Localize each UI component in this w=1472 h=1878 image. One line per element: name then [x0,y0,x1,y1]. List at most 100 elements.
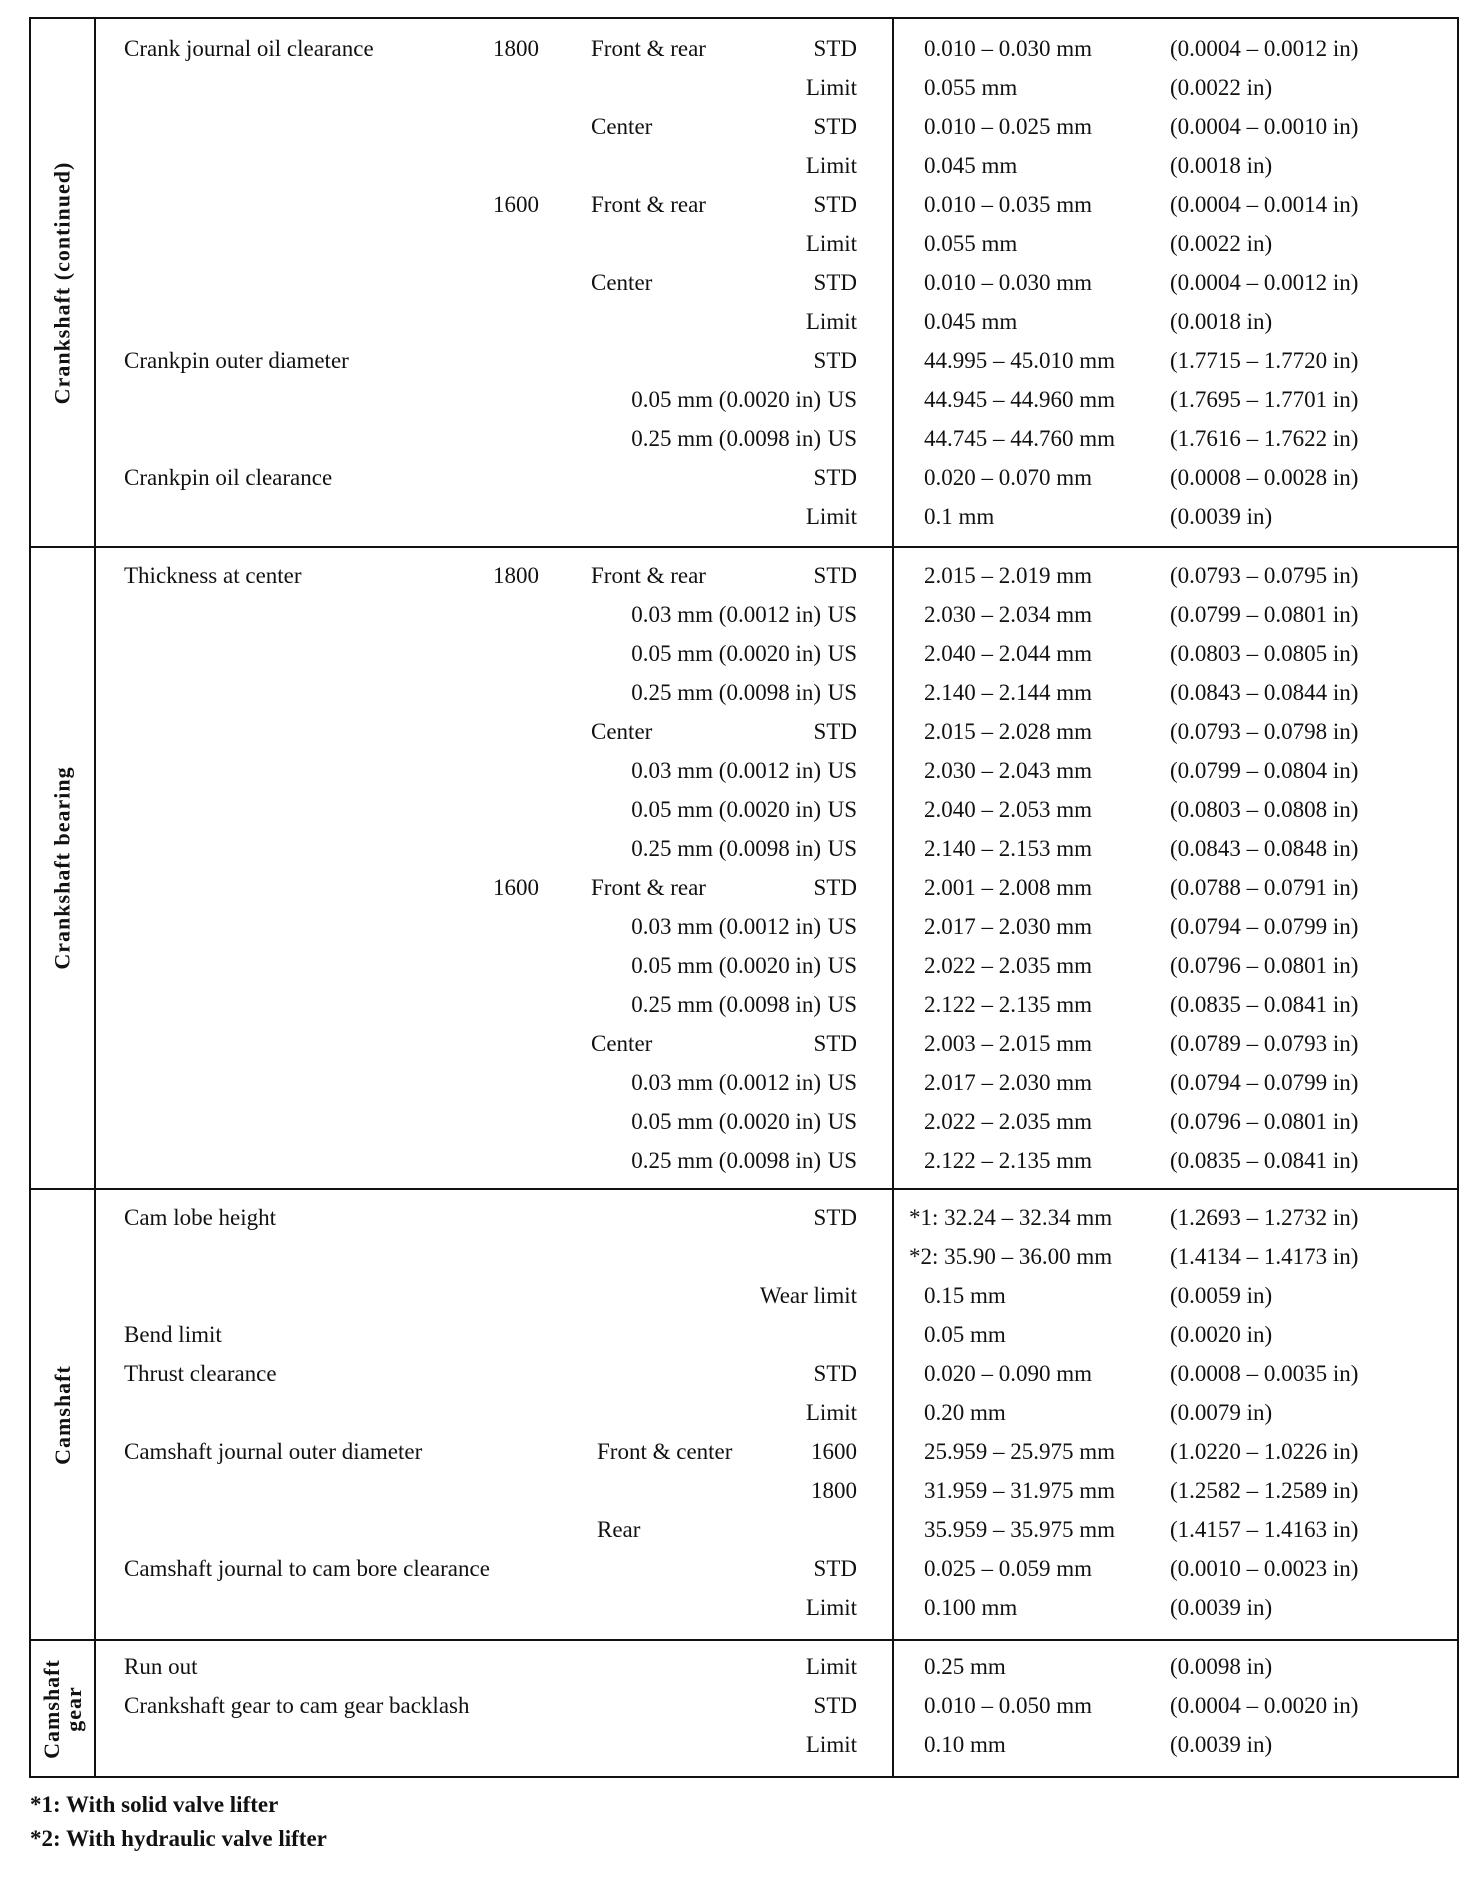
value-in: (0.0788 – 0.0791 in) [1170,875,1359,900]
table-row: Crankpin outer diameter STD 44.995 – 45.01… [31,341,1457,380]
section-camshaft-gear: Camshaft gear Run out Limit 0.25 mm (0.0098 … [31,1639,1457,1776]
table-row: Limit 0.10 mm (0.0039 in) [31,1725,1457,1764]
value-in: (0.0799 – 0.0801 in) [1170,602,1359,627]
spec-type: Limit [805,231,857,256]
item-name: Crankpin oil clearance [124,465,333,490]
value-mm: 2.040 – 2.053 mm [924,797,1093,822]
engine: 1600 [493,875,539,900]
spec-type: STD [813,1031,857,1056]
spec-type: US [827,1148,857,1173]
spec-type: STD [813,465,857,490]
item-name: Cam lobe height [124,1205,277,1230]
value-in: (1.2582 – 1.2589 in) [1170,1478,1359,1503]
condition: Rear [597,1517,641,1542]
table-row: Limit 0.1 mm (0.0039 in) [31,497,1457,536]
engine: 1800 [493,563,539,588]
value-in: (0.0835 – 0.0841 in) [1170,992,1359,1017]
value-in: (0.0098 in) [1170,1654,1273,1679]
item-name: Bend limit [124,1322,222,1347]
condition: 0.25 mm (0.0098 in) [631,992,821,1017]
value-mm: 2.017 – 2.030 mm [924,1070,1093,1095]
value-mm: 0.05 mm [924,1322,1006,1347]
spec-type: STD [813,875,857,900]
spec-type: US [827,797,857,822]
table-row: Center STD 2.015 – 2.028 mm (0.0793 – 0.079… [31,712,1457,751]
category-label-cell: Camshaft gear [31,1641,96,1776]
condition: 0.25 mm (0.0098 in) [631,426,821,451]
condition: Center [591,270,653,295]
spec-type: STD [813,1693,857,1718]
value-mm: 2.030 – 2.034 mm [924,602,1093,627]
table-row: Center STD 0.010 – 0.025 mm (0.0004 – 0.001… [31,107,1457,146]
value-in: (0.0010 – 0.0023 in) [1170,1556,1359,1581]
condition: 0.05 mm (0.0020 in) [631,953,821,978]
value-in: (0.0004 – 0.0012 in) [1170,36,1359,61]
value-mm: 35.959 – 35.975 mm [924,1517,1116,1542]
value-mm: 0.15 mm [924,1283,1006,1308]
spec-type: STD [813,1205,857,1230]
table-row: Limit 0.20 mm (0.0079 in) [31,1393,1457,1432]
value-mm: 2.001 – 2.008 mm [924,875,1093,900]
value-in: (0.0789 – 0.0793 in) [1170,1031,1359,1056]
value-in: (0.0039 in) [1170,1595,1273,1620]
section-crankshaft-continued: Crankshaft (continued) Crank journal oil … [31,19,1457,546]
column-divider [892,548,894,1188]
value-mm: 2.015 – 2.028 mm [924,719,1093,744]
table-row: Thickness at center 1800 Front & rear STD 2.… [31,556,1457,595]
table-row: 1800 31.959 – 31.975 mm (1.2582 – 1.2589 i… [31,1471,1457,1510]
spec-type: STD [813,1556,857,1581]
table-row: Cam lobe height STD *1: 32.24 – 32.34 mm (1… [31,1198,1457,1237]
column-divider [892,1190,894,1639]
value-mm: 2.122 – 2.135 mm [924,1148,1093,1173]
condition: 0.03 mm (0.0012 in) [631,914,821,939]
condition: 0.05 mm (0.0020 in) [631,797,821,822]
table-row: 1600 Front & rear STD 0.010 – 0.035 mm (0.00… [31,185,1457,224]
item-name: Thickness at center [124,563,302,588]
value-mm: 0.010 – 0.030 mm [924,36,1093,61]
table-row: 0.03 mm (0.0012 in) US 2.030 – 2.043 mm (0.… [31,751,1457,790]
category-label-cell: Camshaft [31,1190,96,1639]
spec-type: Limit [805,153,857,178]
table-row: 0.25 mm (0.0098 in) US 2.122 – 2.135 mm (0.… [31,1141,1457,1180]
spec-type: US [827,641,857,666]
item-name: Crankpin outer diameter [124,348,349,373]
value-in: (0.0022 in) [1170,231,1273,256]
value-in: (0.0059 in) [1170,1283,1273,1308]
table-row: Limit 0.055 mm (0.0022 in) [31,224,1457,263]
value-in: (0.0793 – 0.0798 in) [1170,719,1359,744]
value-in: (0.0794 – 0.0799 in) [1170,1070,1359,1095]
value-in: (0.0796 – 0.0801 in) [1170,953,1359,978]
value-in: (1.7616 – 1.7622 in) [1170,426,1359,451]
value-in: (0.0039 in) [1170,504,1273,529]
spec-type: US [827,426,857,451]
engine: 1600 [493,192,539,217]
item-name: Crankshaft gear to cam gear backlash [124,1693,470,1718]
value-in: (0.0004 – 0.0012 in) [1170,270,1359,295]
condition: Center [591,1031,653,1056]
spec-type: US [827,836,857,861]
table-row: 0.25 mm (0.0098 in) US 44.745 – 44.760 mm (… [31,419,1457,458]
table-row: Camshaft journal outer diameter Front & c… [31,1432,1457,1471]
table-row: Crankshaft gear to cam gear backlash STD 0… [31,1686,1457,1725]
value-in: (0.0039 in) [1170,1732,1273,1757]
value-in: (0.0803 – 0.0808 in) [1170,797,1359,822]
value-mm: 0.20 mm [924,1400,1006,1425]
spec-type: STD [813,1361,857,1386]
condition: Center [591,114,653,139]
table-row: 0.05 mm (0.0020 in) US 44.945 – 44.960 mm (… [31,380,1457,419]
value-mm: 0.010 – 0.025 mm [924,114,1093,139]
table-row: 0.25 mm (0.0098 in) US 2.122 – 2.135 mm (0.… [31,985,1457,1024]
value-in: (1.4157 – 1.4163 in) [1170,1517,1359,1542]
item-name: Camshaft journal outer diameter [124,1439,423,1464]
spec-type: STD [813,192,857,217]
spec-type: STD [813,719,857,744]
value-mm: 44.945 – 44.960 mm [924,387,1116,412]
value-in: (0.0018 in) [1170,153,1273,178]
spec-type: US [827,1109,857,1134]
value-in: (0.0022 in) [1170,75,1273,100]
table-row: Limit 0.045 mm (0.0018 in) [31,146,1457,185]
table-row: 0.03 mm (0.0012 in) US 2.017 – 2.030 mm (0.… [31,907,1457,946]
value-mm: 0.025 – 0.059 mm [924,1556,1093,1581]
value-mm: 44.995 – 45.010 mm [924,348,1116,373]
value-in: (0.0843 – 0.0848 in) [1170,836,1359,861]
